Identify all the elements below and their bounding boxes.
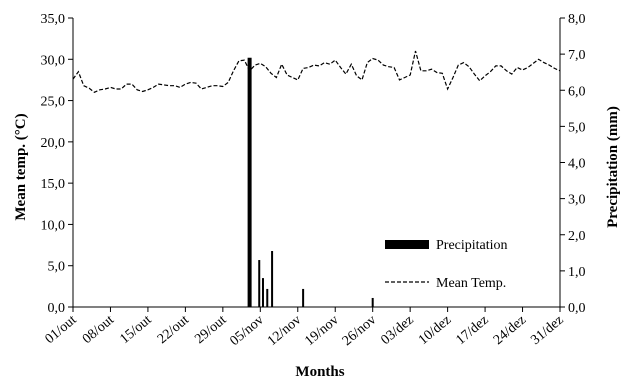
x-tick-label: 24/dez [491,313,529,348]
left-y-tick-label: 5,0 [48,260,66,275]
x-tick-label: 12/nov [265,313,304,349]
x-ticks: 01/out 08/out 15/out 22/out 29/out05/nov12/n… [43,307,567,349]
left-y-tick-label: 15,0 [41,177,66,192]
right-y-tick-label: 3,0 [568,193,586,208]
x-axis: 01/out 08/out 15/out 22/out 29/out05/nov12/n… [43,306,567,349]
left-y-tick-label: 25,0 [41,95,66,110]
y-axis-left-title: Mean temp. (°C) [13,113,29,220]
left-y-tick-label: 10,0 [41,218,66,233]
right-y-tick-label: 7,0 [568,48,586,63]
right-y-tick-label: 8,0 [568,12,586,27]
x-tick-label: 19/nov [302,313,341,349]
x-tick-label: 31/dez [528,313,566,348]
left-y-axis: 0,0 5,0 10,0 15,0 20,0 25,0 30,0 35,0 [41,12,74,316]
mean-temp-series [72,50,561,93]
left-y-tick-label: 0,0 [48,301,66,316]
x-tick-label: 10/dez [416,313,454,348]
x-tick-label: 08/out [80,313,117,348]
legend-precipitation-label: Precipitation [436,238,508,253]
x-tick-label: 22/out [155,313,192,348]
x-tick-label: 29/out [192,313,229,348]
right-y-ticks: 0,0 1,0 2,0 3,0 4,0 5,0 6,0 7,0 8,0 [560,12,586,316]
precipitation-bar [247,57,252,307]
right-y-tick-label: 6,0 [568,84,586,99]
right-y-tick-label: 5,0 [568,120,586,135]
x-tick-label: 15/out [117,313,154,348]
precipitation-bar [302,288,305,307]
right-y-axis: 0,0 1,0 2,0 3,0 4,0 5,0 6,0 7,0 8,0 [559,12,586,316]
left-y-tick-label: 20,0 [41,136,66,151]
legend-precipitation-swatch [385,240,429,249]
legend-mean-temp-label: Mean Temp. [436,276,506,291]
x-tick-label: 05/nov [227,313,266,349]
x-tick-label: 17/dez [453,313,491,348]
right-y-tick-label: 4,0 [568,157,586,172]
left-y-tick-label: 35,0 [41,12,66,27]
mean-temp-line [72,50,561,93]
precipitation-bar [266,288,269,307]
right-y-tick-label: 1,0 [568,265,586,280]
x-tick-label: 26/nov [340,313,379,349]
precipitation-bar [258,260,261,307]
x-axis-title: Months [295,364,344,380]
precipitation-bar [371,297,374,307]
left-y-ticks: 0,0 5,0 10,0 15,0 20,0 25,0 30,0 35,0 [41,12,73,316]
legend: Precipitation Mean Temp. [385,238,508,291]
y-axis-right-title: Precipitation (mm) [605,106,621,228]
precipitation-bar [261,278,264,307]
left-y-tick-label: 30,0 [41,53,66,68]
right-y-tick-label: 2,0 [568,229,586,244]
precipitation-bar [271,251,274,307]
right-y-tick-label: 0,0 [568,301,586,316]
x-tick-label: 03/dez [378,313,416,348]
x-tick-label: 01/out [43,313,80,348]
precipitation-series [247,57,374,307]
